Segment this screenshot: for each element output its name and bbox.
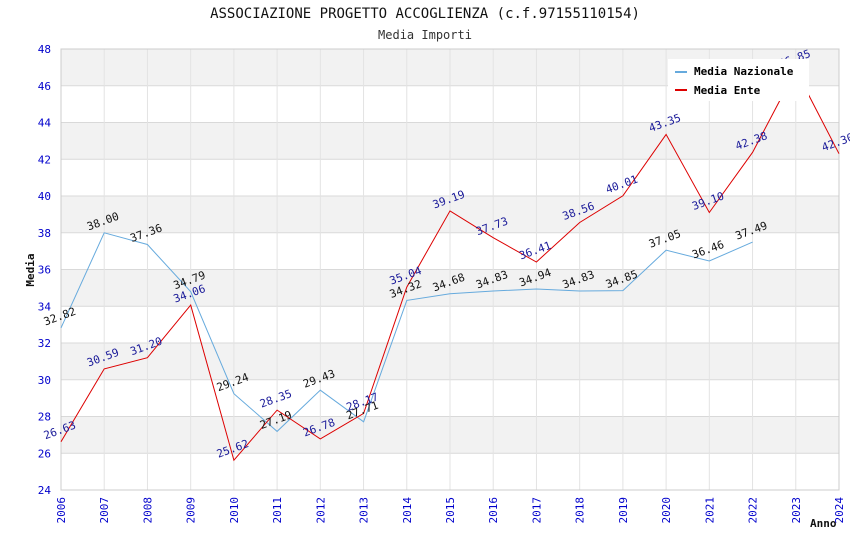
plot-frame xyxy=(60,48,840,491)
y-tick-label: 24 xyxy=(38,484,52,497)
x-tick-label: 2018 xyxy=(574,497,587,524)
x-tick-label: 2013 xyxy=(358,497,371,524)
x-tick-label: 2007 xyxy=(98,497,111,524)
legend-box xyxy=(668,59,809,101)
x-tick-label: 2015 xyxy=(444,497,457,524)
x-tick-label: 2017 xyxy=(530,497,543,524)
x-tick-label: 2014 xyxy=(401,497,414,524)
x-tick-label: 2022 xyxy=(747,497,760,524)
chart-subtitle: Media Importi xyxy=(378,28,472,42)
y-tick-label: 40 xyxy=(38,190,51,203)
legend: Media Nazionale Media Ente xyxy=(668,59,809,101)
x-tick-label: 2010 xyxy=(228,497,241,524)
series-line-media-ente xyxy=(60,69,840,462)
series-lines xyxy=(60,69,840,462)
x-axis-ticks: 2006 2007 2008 2009 2010 2011 2012 2013 2014 2015… xyxy=(55,497,846,524)
y-tick-label: 42 xyxy=(38,153,51,166)
y-tick-label: 32 xyxy=(38,337,51,350)
y-tick-label: 34 xyxy=(38,300,52,313)
x-axis-label: Anno xyxy=(810,517,837,530)
y-tick-label: 38 xyxy=(38,227,51,240)
x-tick-label: 2024 xyxy=(833,497,846,524)
x-tick-label: 2006 xyxy=(55,497,68,524)
chart-title: ASSOCIAZIONE PROGETTO ACCOGLIENZA (c.f.9… xyxy=(210,6,640,22)
y-tick-label: 48 xyxy=(38,43,51,56)
x-tick-label: 2023 xyxy=(790,497,803,524)
x-tick-label: 2020 xyxy=(660,497,673,524)
x-tick-label: 2021 xyxy=(703,497,716,524)
y-tick-label: 26 xyxy=(38,447,51,460)
y-axis-label: Media xyxy=(24,253,37,286)
x-tick-label: 2012 xyxy=(314,497,327,524)
series-line-media-nazionale xyxy=(60,232,753,433)
y-tick-label: 28 xyxy=(38,411,51,424)
x-tick-label: 2011 xyxy=(271,497,284,524)
x-tick-label: 2008 xyxy=(141,497,154,524)
y-tick-label: 44 xyxy=(38,117,52,130)
legend-label-nazionale: Media Nazionale xyxy=(694,65,794,78)
y-axis-ticks: 24 26 28 30 32 34 36 38 40 42 44 46 48 xyxy=(38,43,52,497)
y-tick-label: 46 xyxy=(38,80,51,93)
y-tick-label: 36 xyxy=(38,264,51,277)
x-tick-label: 2019 xyxy=(617,497,630,524)
y-tick-label: 30 xyxy=(38,374,51,387)
legend-label-ente: Media Ente xyxy=(694,84,761,97)
x-tick-label: 2016 xyxy=(487,497,500,524)
x-tick-label: 2009 xyxy=(185,497,198,524)
